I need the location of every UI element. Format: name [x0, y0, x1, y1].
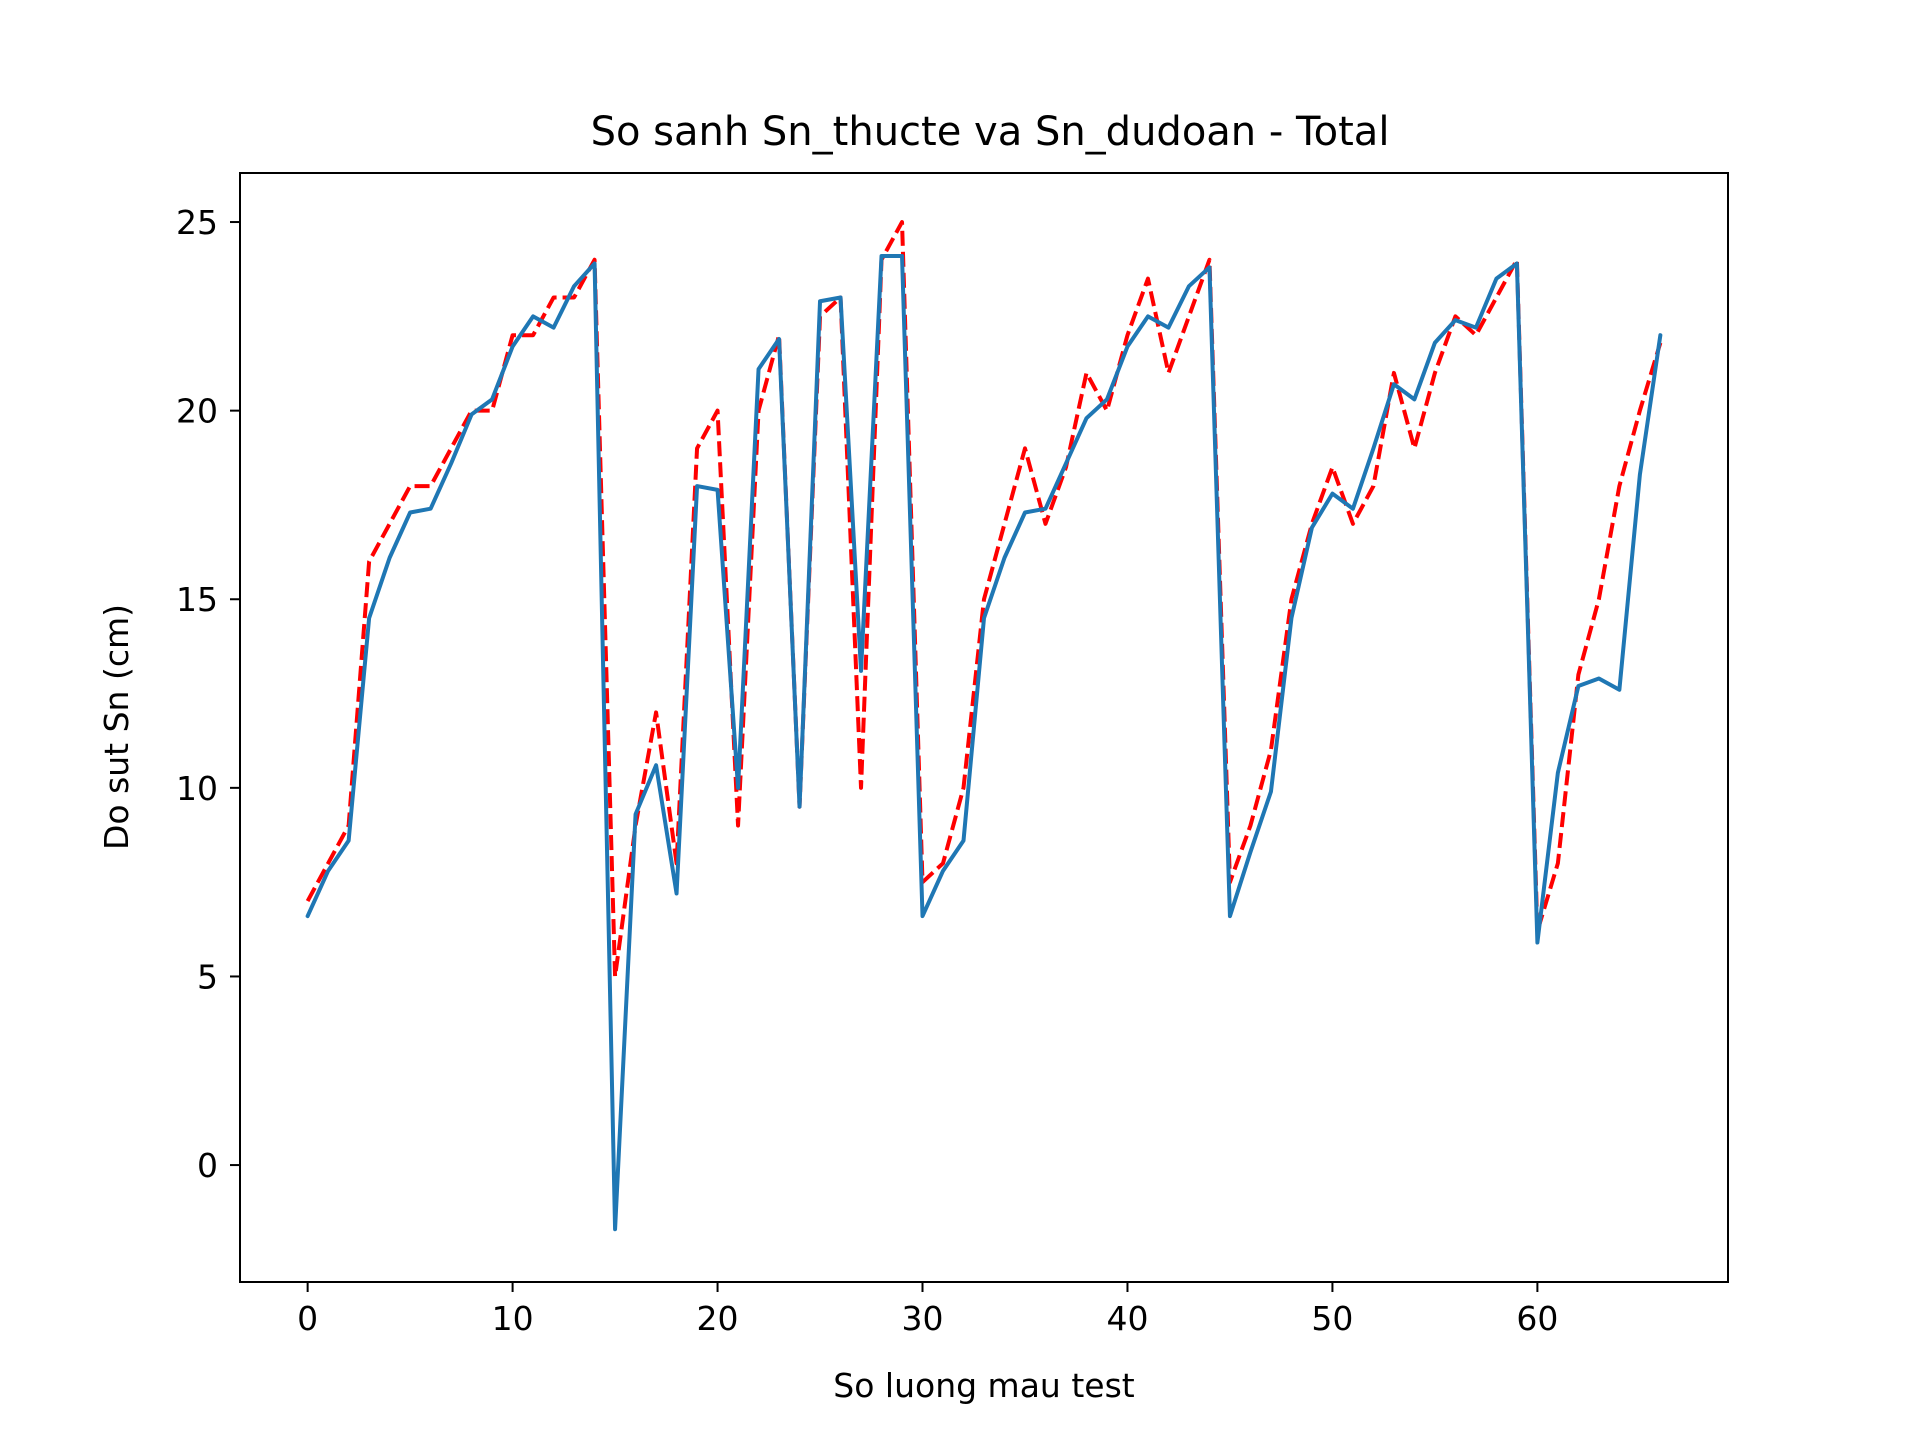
- x-tick-label: 50: [1311, 1299, 1353, 1338]
- solid-series-line: [305, 253, 1663, 1232]
- dashed-series-line: [305, 220, 1663, 979]
- x-tick-label: 10: [492, 1299, 534, 1338]
- x-tick-label: 30: [902, 1299, 944, 1338]
- y-axis-label: Do sut Sn (cm): [97, 604, 136, 850]
- plot-area-frame: [239, 172, 1729, 1283]
- chart-title: So sanh Sn_thucte va Sn_dudoan - Total: [591, 109, 1390, 155]
- x-tick-label: 0: [297, 1299, 318, 1338]
- axes-layer: 0 10 20 30 40 50 60 0 5 10 15 20 25: [176, 203, 1558, 1338]
- y-tick-label: 5: [197, 957, 218, 996]
- x-tick-label: 60: [1516, 1299, 1558, 1338]
- y-tick-label: 10: [176, 769, 218, 808]
- y-tick-label: 15: [176, 580, 218, 619]
- x-tick-label: 40: [1106, 1299, 1148, 1338]
- y-tick-label: 25: [176, 203, 218, 242]
- y-tick-label: 0: [197, 1146, 218, 1185]
- y-tick-label: 20: [176, 392, 218, 431]
- x-tick-label: 20: [697, 1299, 739, 1338]
- series-layer: [305, 220, 1663, 1232]
- x-axis-label: So luong mau test: [833, 1366, 1134, 1405]
